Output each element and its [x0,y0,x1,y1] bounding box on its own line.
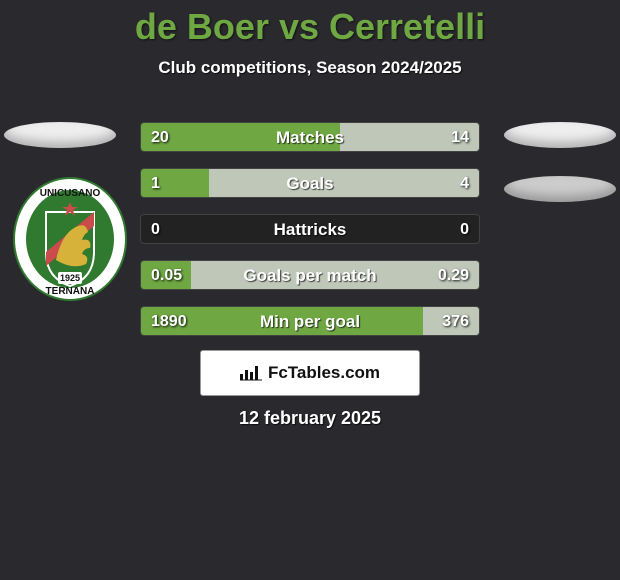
player-left-avatar-placeholder [4,122,116,148]
stat-bar: 0.050.29Goals per match [140,260,480,290]
stat-label: Matches [141,123,479,151]
badge-year: 1925 [60,273,80,283]
ternana-badge-icon: UNICUSANO TERNANA 1925 [12,176,128,302]
stat-bar: 1890376Min per goal [140,306,480,336]
badge-text-mid: TERNANA [46,286,95,297]
fctables-brand: FcTables.com [200,350,420,396]
stat-label: Goals [141,169,479,197]
badge-text-top: UNICUSANO [40,188,101,199]
stat-label: Goals per match [141,261,479,289]
stat-bar: 14Goals [140,168,480,198]
comparison-bars: 2014Matches 14Goals 00Hattricks 0.050.29Goa… [140,122,480,352]
stat-bar: 00Hattricks [140,214,480,244]
player-right-avatar-placeholder [504,122,616,148]
page-subtitle: Club competitions, Season 2024/2025 [0,58,620,78]
page-title: de Boer vs Cerretelli [0,0,620,48]
stat-label: Min per goal [141,307,479,335]
snapshot-date: 12 february 2025 [0,408,620,429]
stat-label: Hattricks [141,215,479,243]
player-left-club-badge: UNICUSANO TERNANA 1925 [12,176,128,302]
player-right-club-placeholder [504,176,616,202]
stat-bar: 2014Matches [140,122,480,152]
bar-chart-icon [240,364,262,382]
brand-text: FcTables.com [268,363,380,383]
